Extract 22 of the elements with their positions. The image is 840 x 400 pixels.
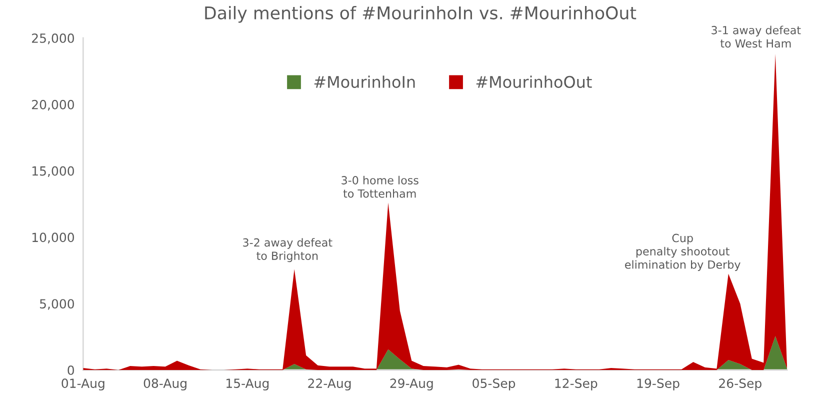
x-tick-label: 19-Sep — [637, 378, 680, 390]
y-tick-label: 25,000 — [32, 33, 74, 44]
legend-label: #MourinhoOut — [476, 76, 592, 88]
annotation: 3-1 away defeat to West Ham — [712, 26, 801, 48]
annotation: 3-2 away defeat to Brighton — [243, 238, 332, 262]
y-tick-label: 0 — [68, 365, 74, 375]
x-tick-label: 08-Aug — [144, 378, 186, 390]
y-tick-label: 15,000 — [32, 166, 74, 177]
x-tick-label: 05-Sep — [472, 378, 516, 390]
annotation: 3-0 home loss to Tottenham — [342, 176, 418, 198]
y-tick-label: 10,000 — [32, 232, 74, 244]
y-tick-label: 20,000 — [32, 100, 74, 111]
legend-label: #MourinhoIn — [314, 76, 415, 88]
x-tick-label: 26-Sep — [719, 378, 762, 390]
x-tick-label: 29-Aug — [390, 378, 433, 390]
y-tick-label: 5,000 — [40, 299, 74, 310]
x-tick-label: 22-Aug — [308, 378, 351, 390]
chart-title: Daily mentions of #MourinhoIn vs. #MourinhoOut — [205, 6, 636, 23]
x-tick-label: 12-Sep — [555, 378, 598, 390]
x-tick-label: 01-Aug — [62, 378, 104, 390]
x-tick-label: 15-Aug — [226, 378, 269, 390]
annotation: Cup penalty shootout elimination by Derby — [625, 234, 740, 271]
